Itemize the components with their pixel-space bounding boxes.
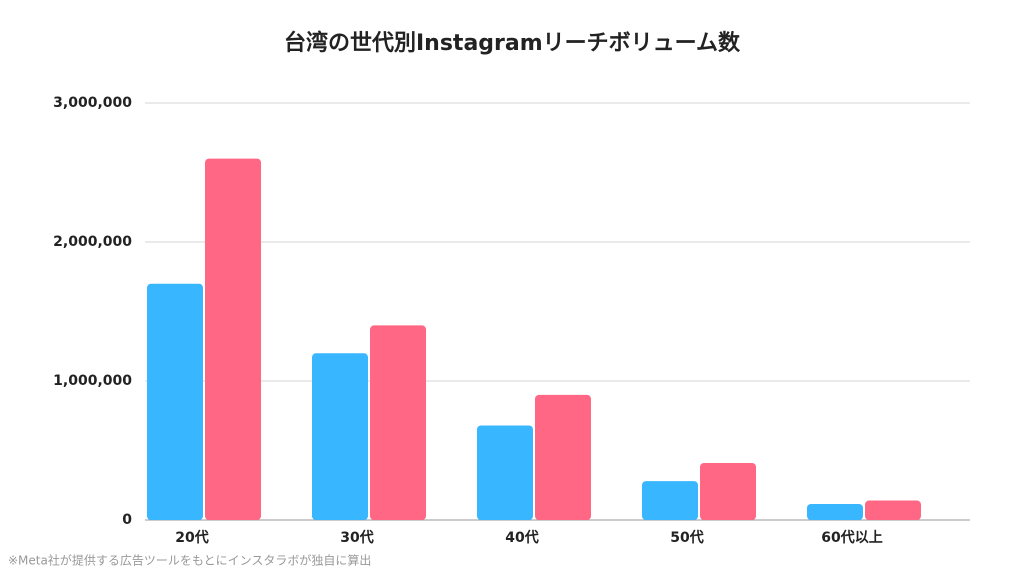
footnote: ※Meta社が提供する広告ツールをもとにインスタラボが独自に算出 [8,553,371,568]
bar [370,325,426,520]
x-tick-label: 30代 [340,529,373,546]
bar [807,504,863,520]
bar [312,353,368,520]
bar [700,463,756,520]
chart-title: 台湾の世代別Instagramリーチボリューム数 [284,30,741,56]
x-tick-label: 40代 [505,529,538,546]
bar [147,283,203,520]
x-tick-label: 50代 [670,529,703,546]
y-tick-label: 1,000,000 [53,373,132,389]
y-tick-label: 3,000,000 [53,95,132,111]
x-tick-label: 60代以上 [821,529,882,546]
y-tick-label: 0 [122,512,132,528]
bar [642,481,698,520]
bar [865,500,921,520]
x-tick-label: 20代 [175,529,208,546]
bar [535,394,591,520]
bar [205,158,261,520]
y-tick-label: 2,000,000 [53,234,132,250]
bar [477,425,533,520]
